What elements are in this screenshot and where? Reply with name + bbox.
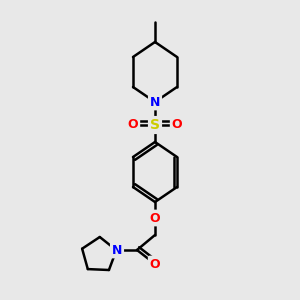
Text: O: O <box>150 212 160 224</box>
Text: N: N <box>112 244 122 256</box>
Text: S: S <box>150 118 160 132</box>
Text: O: O <box>172 118 182 131</box>
Text: O: O <box>128 118 138 131</box>
Text: O: O <box>150 257 160 271</box>
Text: N: N <box>150 95 160 109</box>
